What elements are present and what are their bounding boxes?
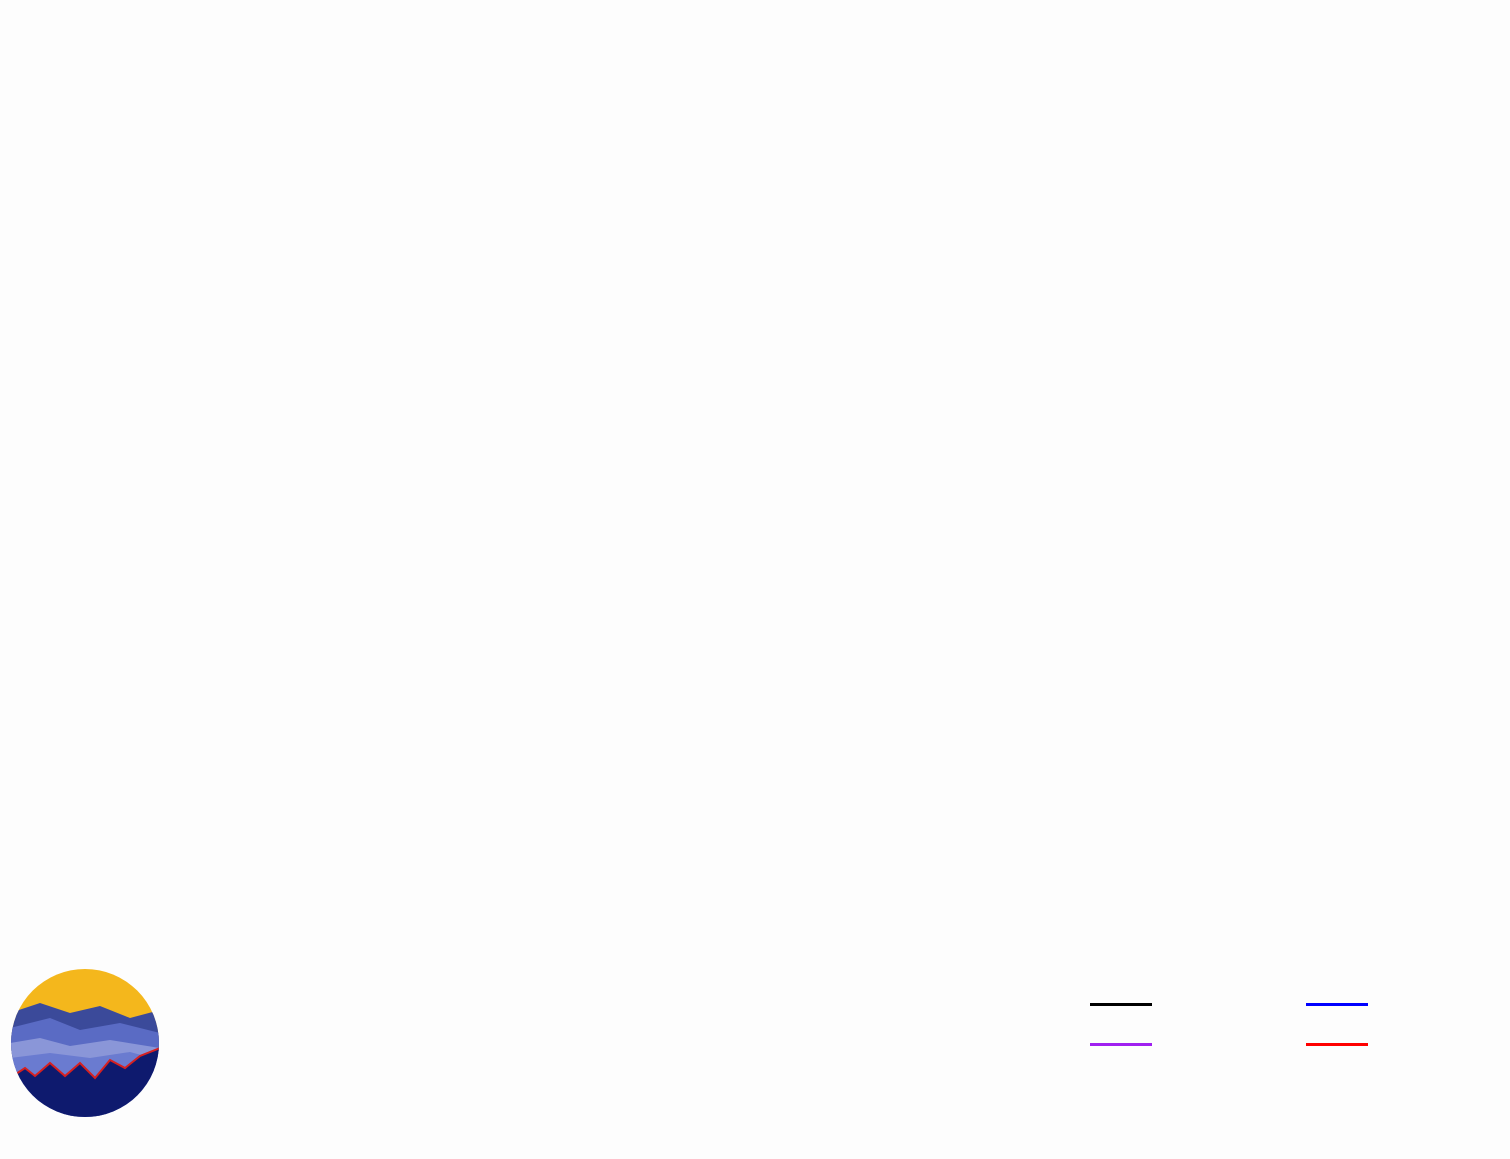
legend-line-low	[1090, 1043, 1152, 1046]
ncics-logo-icon	[11, 969, 159, 1117]
legend-line-er	[1306, 1043, 1368, 1046]
ncics-logo	[10, 968, 160, 1118]
legend-line-kelvin	[1306, 1003, 1368, 1006]
legend-line-mjo	[1090, 1003, 1152, 1006]
colorbar	[229, 1004, 834, 1030]
